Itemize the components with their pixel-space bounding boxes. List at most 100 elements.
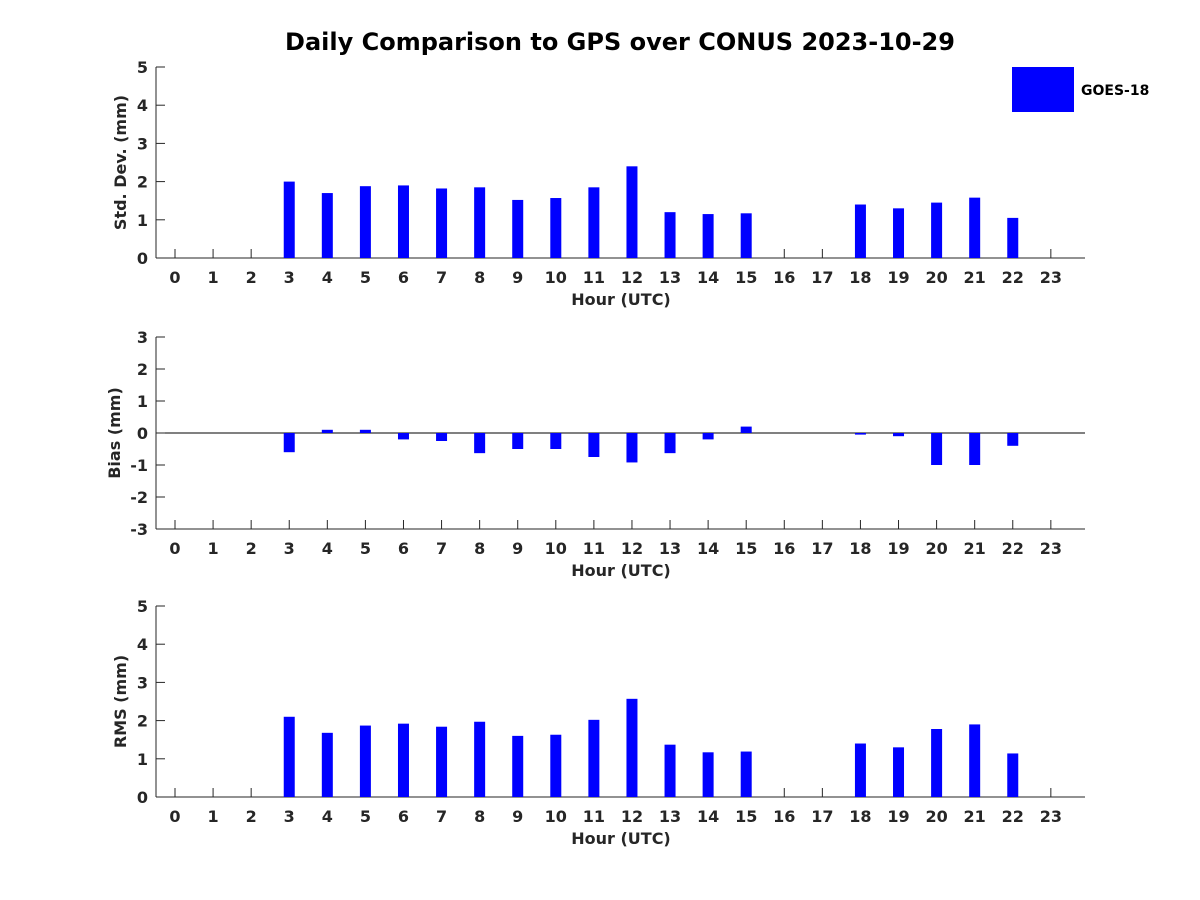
bar-hour-21 bbox=[969, 433, 981, 465]
x-tick-label: 13 bbox=[659, 268, 681, 287]
bar-hour-9 bbox=[512, 735, 524, 797]
y-tick-label: 1 bbox=[137, 750, 148, 769]
x-tick-label: 9 bbox=[512, 268, 523, 287]
x-tick-label: 20 bbox=[925, 807, 947, 826]
bar-hour-4 bbox=[321, 732, 333, 797]
x-tick-label: 18 bbox=[849, 807, 871, 826]
x-tick-label: 5 bbox=[360, 539, 371, 558]
y-tick-label: -2 bbox=[130, 488, 148, 507]
y-tick-label: 4 bbox=[137, 96, 148, 115]
x-tick-label: 10 bbox=[545, 807, 567, 826]
x-tick-label: 4 bbox=[322, 807, 333, 826]
bar-hour-9 bbox=[512, 199, 524, 258]
bar-hour-10 bbox=[550, 734, 562, 797]
bar-hour-11 bbox=[588, 433, 600, 457]
bar-hour-14 bbox=[702, 752, 714, 797]
x-tick-label: 21 bbox=[964, 807, 986, 826]
x-axis-label: Hour (UTC) bbox=[571, 561, 671, 580]
x-tick-label: 21 bbox=[964, 539, 986, 558]
y-tick-label: 3 bbox=[137, 134, 148, 153]
x-tick-label: 8 bbox=[474, 539, 485, 558]
x-tick-label: 0 bbox=[169, 807, 180, 826]
x-tick-label: 7 bbox=[436, 268, 447, 287]
x-tick-label: 7 bbox=[436, 807, 447, 826]
x-tick-label: 20 bbox=[925, 268, 947, 287]
x-tick-label: 11 bbox=[583, 268, 605, 287]
x-tick-label: 19 bbox=[887, 539, 909, 558]
bar-hour-11 bbox=[588, 187, 600, 258]
bar-hour-5 bbox=[359, 186, 371, 258]
bar-hour-12 bbox=[626, 433, 638, 463]
bar-hour-19 bbox=[893, 433, 905, 437]
legend-label: GOES-18 bbox=[1081, 83, 1149, 99]
x-tick-label: 23 bbox=[1040, 807, 1062, 826]
x-tick-label: 3 bbox=[284, 539, 295, 558]
bar-hour-14 bbox=[702, 214, 714, 258]
bar-hour-3 bbox=[283, 716, 295, 797]
x-tick-label: 6 bbox=[398, 268, 409, 287]
bar-hour-7 bbox=[436, 188, 448, 258]
bar-hour-7 bbox=[436, 433, 448, 441]
x-tick-label: 1 bbox=[208, 268, 219, 287]
bar-hour-19 bbox=[893, 208, 905, 258]
x-tick-label: 11 bbox=[583, 539, 605, 558]
x-tick-label: 12 bbox=[621, 268, 643, 287]
y-tick-label: 0 bbox=[137, 249, 148, 268]
x-tick-label: 21 bbox=[964, 268, 986, 287]
bar-hour-9 bbox=[512, 433, 524, 449]
bar-hour-19 bbox=[893, 747, 905, 797]
x-tick-label: 12 bbox=[621, 539, 643, 558]
bar-hour-14 bbox=[702, 433, 714, 440]
x-tick-label: 19 bbox=[887, 807, 909, 826]
x-tick-label: 10 bbox=[545, 268, 567, 287]
bar-hour-20 bbox=[931, 202, 943, 258]
legend-swatch bbox=[1012, 67, 1074, 112]
bar-hour-13 bbox=[664, 744, 676, 797]
x-tick-label: 6 bbox=[398, 807, 409, 826]
bar-hour-3 bbox=[283, 181, 295, 258]
bar-hour-10 bbox=[550, 198, 562, 258]
y-tick-label: 2 bbox=[137, 712, 148, 731]
bar-hour-6 bbox=[397, 433, 409, 440]
bar-hour-18 bbox=[854, 433, 866, 435]
x-tick-label: 2 bbox=[246, 268, 257, 287]
y-tick-label: 5 bbox=[137, 58, 148, 77]
bar-hour-3 bbox=[283, 433, 295, 453]
x-tick-label: 16 bbox=[773, 807, 795, 826]
x-tick-label: 16 bbox=[773, 539, 795, 558]
x-tick-label: 6 bbox=[398, 539, 409, 558]
bar-hour-22 bbox=[1007, 217, 1019, 258]
bar-hour-11 bbox=[588, 719, 600, 797]
x-tick-label: 19 bbox=[887, 268, 909, 287]
x-tick-label: 22 bbox=[1002, 268, 1024, 287]
bar-hour-6 bbox=[397, 723, 409, 797]
y-tick-label: 5 bbox=[137, 597, 148, 616]
x-tick-label: 15 bbox=[735, 268, 757, 287]
x-tick-label: 5 bbox=[360, 268, 371, 287]
x-tick-label: 0 bbox=[169, 268, 180, 287]
x-tick-label: 17 bbox=[811, 539, 833, 558]
x-tick-label: 13 bbox=[659, 807, 681, 826]
x-tick-label: 0 bbox=[169, 539, 180, 558]
y-axis-label: Std. Dev. (mm) bbox=[111, 95, 130, 230]
x-tick-label: 14 bbox=[697, 539, 719, 558]
x-tick-label: 14 bbox=[697, 268, 719, 287]
bar-hour-13 bbox=[664, 212, 676, 258]
y-tick-label: -1 bbox=[130, 456, 148, 475]
x-tick-label: 22 bbox=[1002, 539, 1024, 558]
x-tick-label: 9 bbox=[512, 539, 523, 558]
x-tick-label: 4 bbox=[322, 268, 333, 287]
x-tick-label: 4 bbox=[322, 539, 333, 558]
x-tick-label: 10 bbox=[545, 539, 567, 558]
bar-hour-13 bbox=[664, 433, 676, 454]
bar-hour-4 bbox=[321, 429, 333, 433]
bar-hour-21 bbox=[969, 724, 981, 797]
y-tick-label: 0 bbox=[137, 424, 148, 443]
bar-hour-12 bbox=[626, 698, 638, 797]
bar-hour-4 bbox=[321, 193, 333, 258]
